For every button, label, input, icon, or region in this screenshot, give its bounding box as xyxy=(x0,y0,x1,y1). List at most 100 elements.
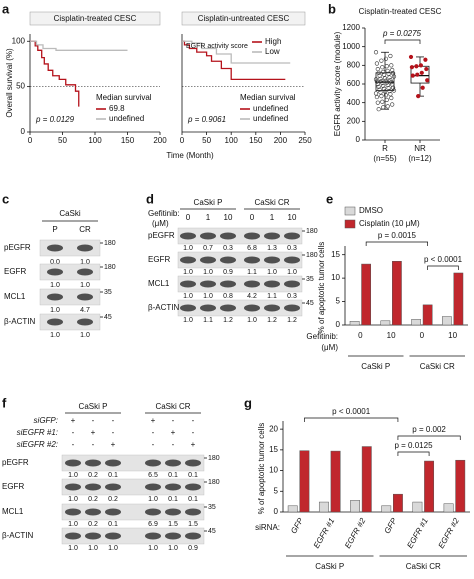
x-tick-label: 50 xyxy=(58,136,67,145)
y-axis-label: % of apoptotic tumor cells xyxy=(317,242,326,334)
blot-strip xyxy=(39,239,101,257)
quantification: 4.2 xyxy=(247,293,257,300)
quantification: 1.2 xyxy=(267,317,277,324)
y-tick-label: 20 xyxy=(269,424,278,433)
group-label: CaSki CR xyxy=(420,362,455,371)
band xyxy=(185,532,201,540)
band xyxy=(85,459,101,467)
data-point xyxy=(409,65,415,70)
data-point xyxy=(376,107,381,112)
band xyxy=(284,232,300,240)
mw-label: 45 xyxy=(104,314,112,321)
legend-label: undefined xyxy=(109,114,144,123)
data-point xyxy=(384,64,389,69)
x-tick-label: EGFR #2 xyxy=(343,516,368,550)
data-point xyxy=(375,81,380,87)
blot-strip xyxy=(61,527,205,545)
quantification: 1.0 xyxy=(148,545,158,552)
x-tick-label: 10 xyxy=(387,331,396,340)
x-tick-label: 100 xyxy=(225,136,239,145)
bar xyxy=(380,320,391,326)
panel-letter: f xyxy=(2,395,7,410)
condition-label: siEGFR #2: xyxy=(17,440,58,449)
band xyxy=(105,508,121,516)
chart-title: Cisplatin-untreated CESC xyxy=(198,14,290,23)
x-tick-note: (n=55) xyxy=(373,154,397,163)
quantification: 6.5 xyxy=(148,472,158,479)
quantification: 1.0 xyxy=(203,293,213,300)
quantification: 0.9 xyxy=(223,269,233,276)
lane-label: 10 xyxy=(224,213,233,222)
quantification: 1.2 xyxy=(223,317,233,324)
quantification: 0.8 xyxy=(223,293,233,300)
data-point xyxy=(378,90,383,95)
quantification: 0.7 xyxy=(203,245,213,252)
band xyxy=(165,483,181,491)
p-value: p = 0.002 xyxy=(412,425,446,434)
legend-swatch xyxy=(344,206,356,216)
quantification: 1.0 xyxy=(287,269,297,276)
bar xyxy=(393,493,403,513)
x-tick-label: R xyxy=(382,144,388,153)
mw-label: 180 xyxy=(104,264,116,271)
quantification: 1.0 xyxy=(50,332,60,339)
data-point xyxy=(414,64,419,69)
mw-label: 180 xyxy=(104,240,116,247)
x-tick-label: GFP xyxy=(289,516,305,535)
bar xyxy=(424,460,435,513)
quantification: 0.9 xyxy=(188,545,198,552)
quantification: 0.1 xyxy=(168,496,178,503)
quantification: 0.1 xyxy=(188,472,198,479)
condition-sign: + xyxy=(91,428,96,437)
quantification: 1.0 xyxy=(108,545,118,552)
x-tick-label: 50 xyxy=(202,136,211,145)
quantification: 0.0 xyxy=(50,259,60,266)
band xyxy=(264,232,280,240)
data-point xyxy=(380,99,385,104)
band xyxy=(47,244,63,252)
bar xyxy=(412,501,423,513)
quantification: 1.0 xyxy=(68,545,78,552)
p-value: p = 0.0015 xyxy=(378,231,417,240)
protein-label: EGFR xyxy=(148,255,170,264)
data-point xyxy=(382,72,387,77)
quantification: 0.2 xyxy=(88,496,98,503)
mw-label: 45 xyxy=(208,528,216,535)
y-tick-label: 5 xyxy=(336,297,341,306)
data-point xyxy=(383,93,389,98)
band xyxy=(264,280,280,288)
title-box xyxy=(181,11,306,26)
quantification: 1.0 xyxy=(50,282,60,289)
y-tick-label: 600 xyxy=(347,79,361,88)
protein-label: MCL1 xyxy=(148,279,170,288)
quantification: 0.3 xyxy=(287,293,297,300)
quantification: 6.8 xyxy=(247,245,257,252)
lane-label: CR xyxy=(79,225,91,234)
protein-label: β-ACTIN xyxy=(148,303,179,312)
quantification: 1.0 xyxy=(183,293,193,300)
quantification: 1.0 xyxy=(183,317,193,324)
legend-label: undefined xyxy=(253,114,288,123)
legend-label: High xyxy=(265,37,281,46)
bar xyxy=(443,503,454,513)
y-axis-label: % of apoptotic tumor cells xyxy=(257,423,266,515)
quantification: 0.3 xyxy=(223,245,233,252)
y-axis-label: Overall survival (%) xyxy=(5,48,14,118)
panel-letter: d xyxy=(146,191,154,206)
band xyxy=(145,508,161,516)
blot-strip xyxy=(177,275,303,293)
band xyxy=(185,508,201,516)
legend-label: Cisplatin (10 μM) xyxy=(359,219,420,228)
data-point xyxy=(381,83,386,88)
quantification: 0.2 xyxy=(88,521,98,528)
data-point xyxy=(383,56,389,61)
data-point xyxy=(390,102,395,107)
quantification: 1.0 xyxy=(267,269,277,276)
band xyxy=(244,232,260,240)
y-tick-label: 5 xyxy=(274,486,279,495)
data-point xyxy=(373,77,379,82)
quantification: 1.1 xyxy=(203,317,213,324)
x-tick-label: 0 xyxy=(358,331,363,340)
data-point xyxy=(416,94,421,99)
data-point xyxy=(375,100,380,105)
